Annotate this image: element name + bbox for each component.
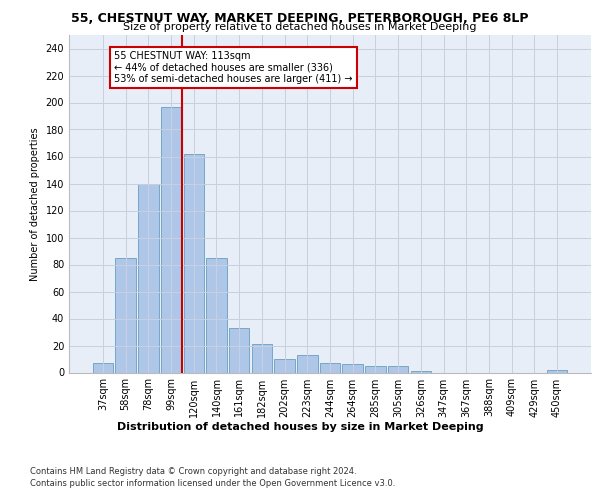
Bar	[93, 363, 113, 372]
Bar	[115, 258, 136, 372]
Bar	[229, 328, 250, 372]
Text: 55 CHESTNUT WAY: 113sqm
← 44% of detached houses are smaller (336)
53% of semi-d: 55 CHESTNUT WAY: 113sqm ← 44% of detache…	[114, 51, 353, 84]
Bar	[274, 359, 295, 372]
Bar	[547, 370, 567, 372]
Text: Contains public sector information licensed under the Open Government Licence v3: Contains public sector information licen…	[30, 479, 395, 488]
Bar	[138, 184, 158, 372]
Bar	[410, 371, 431, 372]
Bar	[206, 258, 227, 372]
Bar	[320, 363, 340, 372]
Bar	[343, 364, 363, 372]
Bar	[297, 355, 317, 372]
Bar	[365, 366, 386, 372]
Text: Distribution of detached houses by size in Market Deeping: Distribution of detached houses by size …	[116, 422, 484, 432]
Text: Size of property relative to detached houses in Market Deeping: Size of property relative to detached ho…	[123, 22, 477, 32]
Bar	[388, 366, 409, 372]
Bar	[184, 154, 204, 372]
Text: Contains HM Land Registry data © Crown copyright and database right 2024.: Contains HM Land Registry data © Crown c…	[30, 468, 356, 476]
Bar	[161, 106, 181, 372]
Bar	[251, 344, 272, 372]
Y-axis label: Number of detached properties: Number of detached properties	[30, 127, 40, 280]
Text: 55, CHESTNUT WAY, MARKET DEEPING, PETERBOROUGH, PE6 8LP: 55, CHESTNUT WAY, MARKET DEEPING, PETERB…	[71, 12, 529, 26]
